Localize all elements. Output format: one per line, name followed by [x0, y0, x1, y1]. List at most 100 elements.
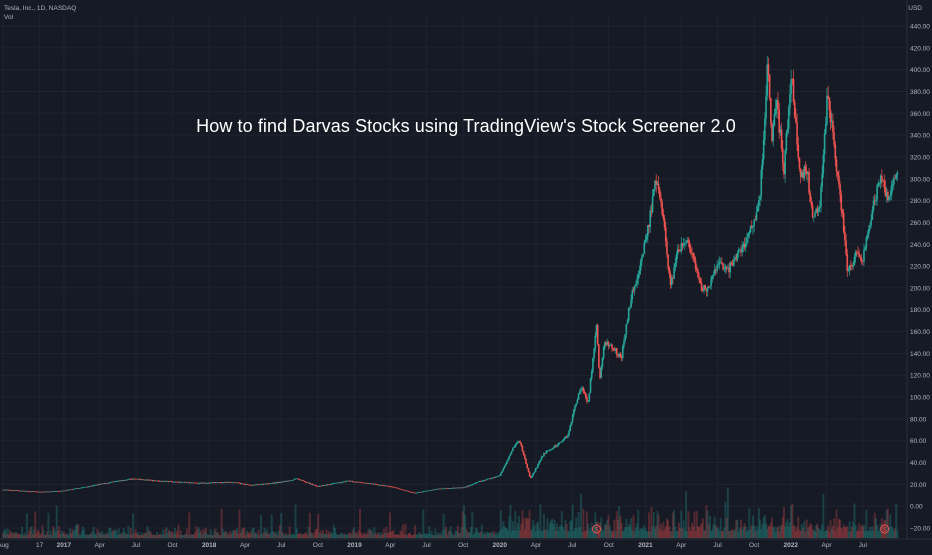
candle-body — [876, 185, 878, 200]
volume-bar — [662, 521, 665, 538]
volume-bar — [259, 515, 262, 538]
volume-bar — [569, 520, 572, 538]
candle-body — [581, 387, 583, 390]
volume-bar — [214, 528, 217, 538]
volume-bar — [665, 518, 668, 538]
candle-body — [487, 478, 489, 480]
volume-bar — [135, 533, 138, 538]
volume-bar — [632, 515, 635, 538]
candle-body — [836, 171, 839, 176]
candle-body — [516, 441, 519, 444]
volume-bar — [91, 530, 94, 538]
volume-bar — [737, 531, 740, 538]
volume-bar — [263, 527, 266, 538]
volume-bar — [792, 525, 795, 538]
volume-bar — [509, 504, 512, 538]
candle-body — [159, 480, 162, 482]
x-tick-label: Jul — [859, 542, 868, 549]
volume-bar — [147, 530, 150, 538]
candle-body — [49, 491, 52, 493]
candle-body — [530, 476, 532, 478]
volume-bar — [247, 532, 250, 538]
candle-body — [885, 192, 888, 197]
candle-body — [703, 285, 705, 292]
y-tick-label: −20.00 — [910, 526, 930, 533]
volume-bar — [521, 510, 524, 538]
volume-bar — [814, 531, 817, 538]
x-tick-label: Aug — [0, 542, 9, 549]
y-tick-label: 140.00 — [910, 351, 930, 358]
volume-bar — [793, 525, 796, 538]
candle-body — [558, 442, 561, 444]
candle-body — [631, 290, 634, 300]
candle-body — [165, 481, 168, 483]
candle-body — [600, 366, 603, 378]
candle-body — [458, 487, 460, 489]
volume-bar — [96, 528, 99, 538]
volume-bar — [215, 532, 218, 538]
candle-body — [472, 483, 475, 485]
candle-body — [241, 483, 243, 485]
volume-bar — [195, 526, 198, 538]
candle-body — [249, 484, 251, 486]
volume-bar — [694, 530, 697, 538]
candle-body — [428, 490, 431, 492]
volume-bar — [93, 533, 96, 538]
candle-body — [84, 486, 87, 488]
candle-body — [705, 289, 708, 292]
candle-body — [574, 405, 576, 410]
volume-bar — [390, 531, 393, 538]
volume-bar — [325, 529, 328, 538]
volume-bar — [227, 534, 230, 538]
candle-body — [169, 481, 171, 482]
volume-bar — [640, 527, 643, 538]
volume-bar — [86, 534, 89, 538]
volume-bar — [624, 527, 627, 538]
volume-bar — [775, 527, 778, 538]
candle-body — [113, 481, 115, 483]
volume-bar — [423, 533, 426, 538]
candle-body — [170, 481, 173, 482]
candle-body — [484, 480, 487, 481]
x-tick-label: Jul — [422, 542, 431, 549]
volume-bar — [851, 526, 854, 538]
candle-body — [583, 391, 586, 394]
candle-body — [267, 483, 269, 484]
volume-bar — [427, 533, 430, 538]
volume-bar — [866, 530, 869, 538]
candle-body — [734, 257, 736, 260]
split-event-badge — [591, 524, 601, 534]
volume-bar — [859, 530, 862, 538]
candle-body — [12, 490, 15, 491]
volume-bar — [800, 524, 803, 538]
volume-bar — [464, 515, 467, 538]
volume-bar — [504, 527, 507, 538]
candle-body — [410, 492, 413, 493]
volume-bar — [61, 533, 64, 538]
volume-bar — [858, 523, 861, 538]
volume-bar — [225, 531, 228, 538]
candle-body — [695, 268, 698, 271]
candle-body — [894, 178, 896, 179]
candle-body — [887, 192, 889, 201]
volume-bar — [37, 531, 40, 538]
candle-body — [590, 371, 593, 379]
candle-body — [440, 488, 443, 490]
candle-body — [270, 483, 273, 484]
candle-body — [245, 484, 248, 485]
volume-bar — [808, 526, 811, 538]
candle-body — [774, 108, 777, 115]
volume-bar — [861, 526, 864, 538]
candle-body — [492, 477, 495, 479]
x-tick-label: 17 — [36, 542, 44, 549]
volume-bar — [429, 534, 432, 538]
candle-body — [648, 225, 650, 227]
candle-body — [100, 483, 102, 485]
candle-body — [851, 265, 853, 267]
candle-body — [221, 482, 224, 483]
volume-bar — [744, 526, 747, 538]
candle-body — [285, 481, 287, 482]
candle-body — [183, 481, 186, 483]
